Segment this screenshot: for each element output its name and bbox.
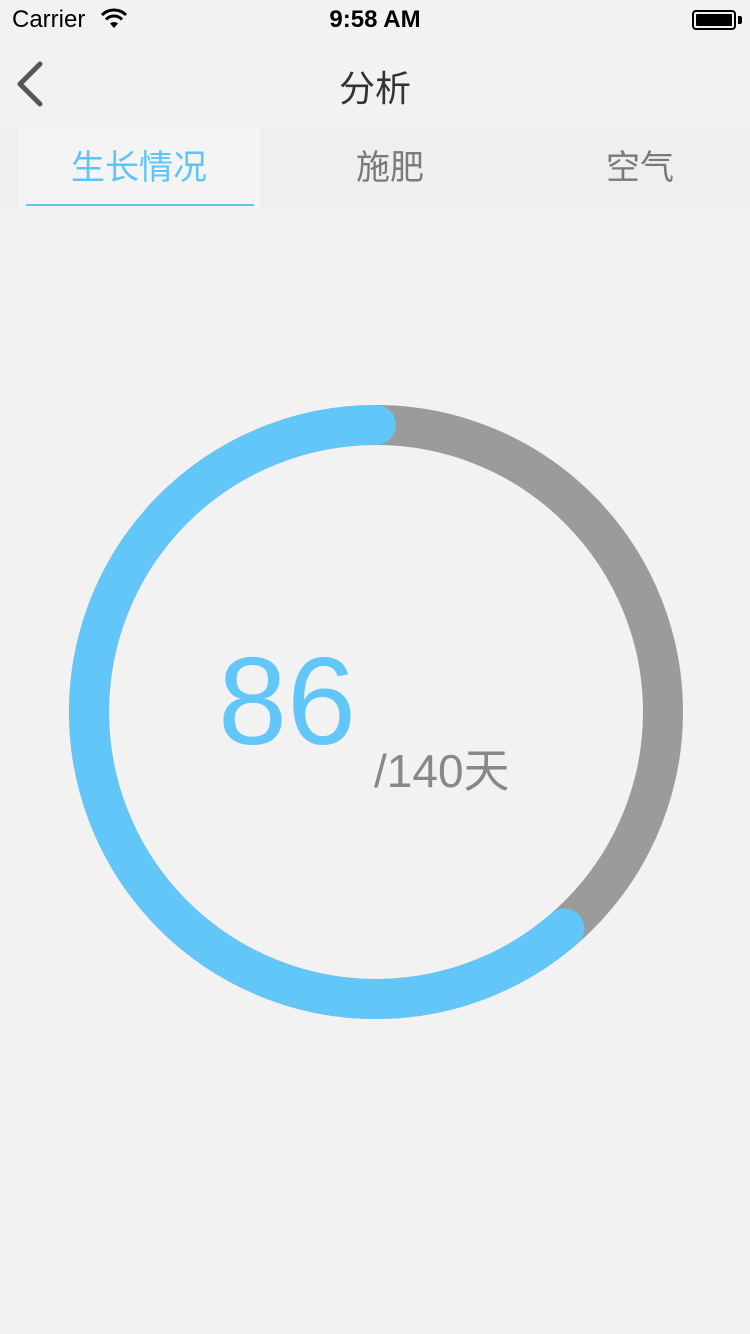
growth-progress-ring	[69, 405, 683, 1019]
battery-tip	[738, 16, 742, 24]
nav-bar: 分析	[0, 40, 750, 128]
tab-active-indicator	[26, 204, 254, 206]
status-time: 9:58 AM	[329, 6, 421, 33]
battery-icon	[692, 10, 736, 30]
progress-arc	[69, 405, 585, 1019]
growth-current-days: 86	[218, 633, 356, 771]
carrier-label: Carrier	[12, 6, 86, 33]
tab-air[interactable]: 空气	[606, 148, 674, 188]
page-title: 分析	[338, 69, 411, 110]
wifi-icon	[100, 8, 128, 28]
tab-bar: 生长情况 施肥 空气	[0, 128, 750, 208]
growth-total-days: /140天	[374, 745, 510, 797]
status-bar: Carrier 9:58 AM	[0, 0, 750, 40]
tab-fertilize[interactable]: 施肥	[356, 148, 424, 188]
tab-selected-background	[18, 128, 260, 208]
back-button[interactable]	[8, 58, 56, 110]
tab-growth[interactable]: 生长情况	[71, 148, 207, 188]
chevron-left-icon	[17, 61, 43, 107]
